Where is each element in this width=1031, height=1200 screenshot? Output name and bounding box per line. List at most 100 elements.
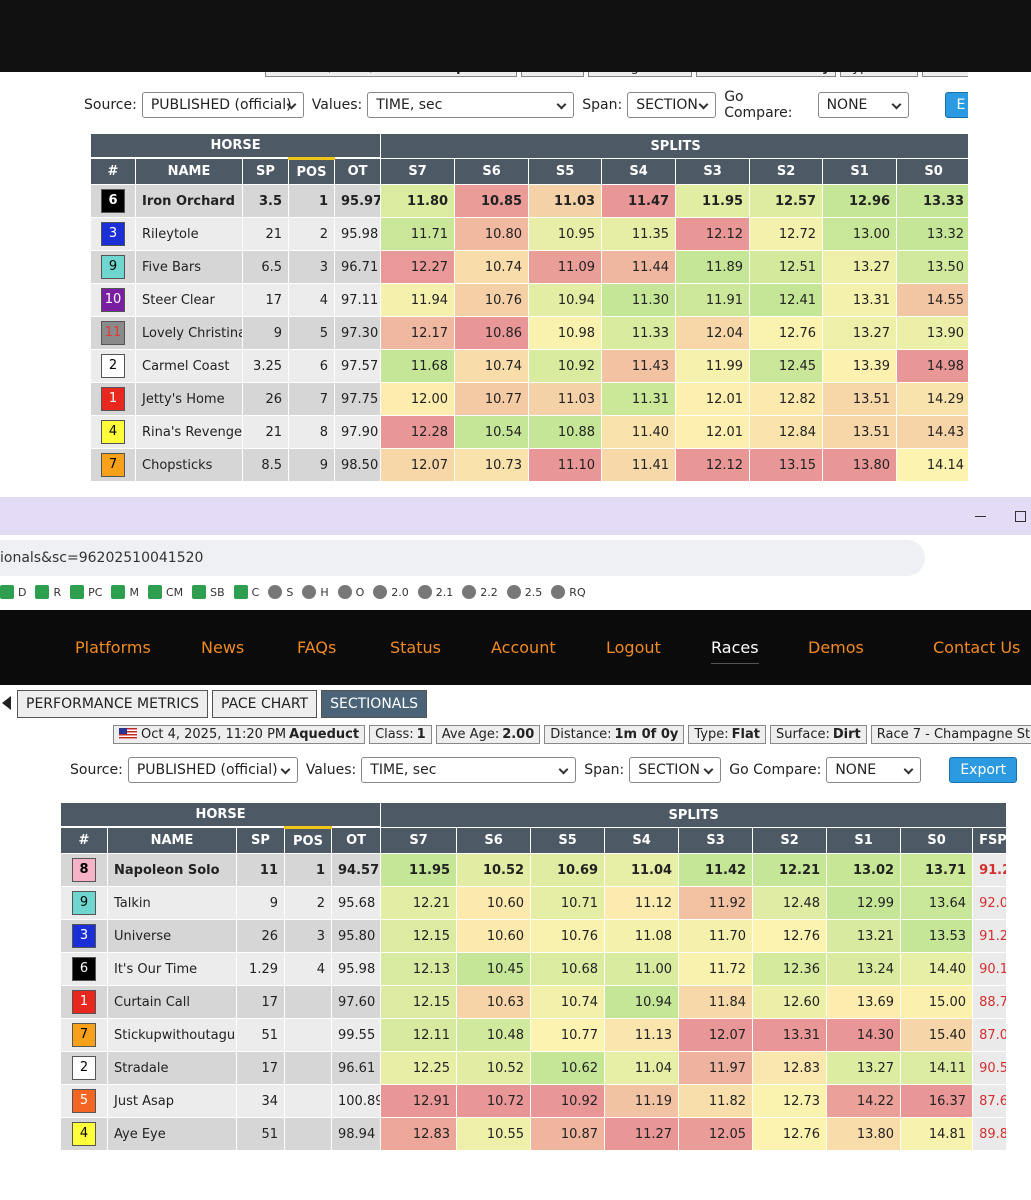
info-label: Type: xyxy=(694,727,729,742)
button-label: E xyxy=(956,97,966,113)
tab[interactable]: SECTIONALS xyxy=(321,690,428,718)
column-header-row: # NAME SP POS OT S7 S6 S5 S4 S3 S2 S1 S0 FSP xyxy=(60,826,1008,854)
bookmark[interactable]: O xyxy=(337,585,364,599)
nav-link[interactable]: Platforms xyxy=(75,638,151,657)
info-label: Ave Age: xyxy=(441,727,500,742)
split-cell: 13.50 xyxy=(896,250,968,284)
cloth-cell: 2 xyxy=(60,1051,108,1085)
bookmark[interactable]: CM xyxy=(147,585,183,599)
group-header: SPLITS xyxy=(380,133,968,159)
info-label: Oct 4, 2025, 11:20 PM xyxy=(141,727,287,742)
saddle-cloth: 3 xyxy=(72,924,96,948)
nav-link[interactable]: News xyxy=(201,638,245,657)
horse-row: 7 Chopsticks 8.5 9 98.50 12.07 10.73 11.10 11.41… xyxy=(90,448,968,482)
split-cell: 11.95 xyxy=(380,853,458,887)
split-cell: 12.01 xyxy=(675,415,751,449)
bookmark[interactable]: C xyxy=(233,585,260,599)
split-cell: 10.52 xyxy=(456,1051,532,1085)
split-cell: 12.00 xyxy=(380,382,456,416)
ot: 95.80 xyxy=(330,919,382,953)
nav-link[interactable]: Account xyxy=(491,638,556,657)
bookmark[interactable]: SB xyxy=(192,585,225,599)
select[interactable]: NONE xyxy=(817,92,910,118)
horse-name: Napoleon Solo xyxy=(107,853,237,887)
bookmark[interactable]: 2.5 xyxy=(506,585,542,599)
nav-link[interactable]: Demos xyxy=(808,638,864,657)
horse-row: 5 Just Asap 34 100.89 12.91 10.72 10.92 11.19 11… xyxy=(60,1084,1008,1118)
sp: 6.5 xyxy=(242,250,289,284)
minimize-icon[interactable] xyxy=(975,516,986,517)
bookmark[interactable]: 2.2 xyxy=(462,585,498,599)
tab[interactable]: PACE CHART xyxy=(212,690,318,718)
bookmark[interactable]: H xyxy=(302,585,329,599)
sp: 8.5 xyxy=(242,448,289,482)
ot: 97.90 xyxy=(333,415,382,449)
split-cell: 11.97 xyxy=(678,1051,754,1085)
cloth-cell: 3 xyxy=(90,217,136,251)
split-cell: 10.92 xyxy=(528,349,603,383)
address-bar[interactable]: ionals&sc=96202510041520 xyxy=(0,540,925,576)
bookmark[interactable]: S xyxy=(268,585,293,599)
horse-name: Rina's Revenge xyxy=(135,415,243,449)
select[interactable]: SECTION xyxy=(629,757,722,783)
split-cell: 11.70 xyxy=(678,919,754,953)
horse-name: Just Asap xyxy=(107,1084,237,1118)
bookmark[interactable]: M xyxy=(111,585,139,599)
nav-link[interactable]: Logout xyxy=(606,638,661,657)
select[interactable]: TIME, sec xyxy=(367,92,575,118)
cloth-cell: 9 xyxy=(60,886,108,920)
split-cell: 10.71 xyxy=(530,886,606,920)
sp: 51 xyxy=(236,1018,285,1052)
maximize-icon[interactable] xyxy=(1015,511,1026,522)
select[interactable]: TIME, sec xyxy=(361,757,577,783)
race-info-item: Ave Age:2.00 xyxy=(435,725,541,744)
race-info-item: Class:1 xyxy=(369,725,432,744)
select[interactable]: SECTION xyxy=(627,92,717,118)
bookmark[interactable]: R xyxy=(35,585,61,599)
bookmark[interactable]: PC xyxy=(70,585,102,599)
saddle-cloth: 2 xyxy=(72,1056,96,1080)
select[interactable]: PUBLISHED (official) xyxy=(127,757,298,783)
split-cell: 12.72 xyxy=(749,217,824,251)
select[interactable]: NONE xyxy=(826,757,922,783)
nav-link[interactable]: Races xyxy=(711,638,759,664)
saddle-cloth: 7 xyxy=(72,1023,96,1047)
bookmark-label: C xyxy=(251,585,260,599)
race-info-item: Type:Flat xyxy=(688,725,766,744)
saddle-cloth: 4 xyxy=(101,420,125,444)
split-cell: 13.27 xyxy=(826,1051,902,1085)
saddle-cloth: 11 xyxy=(101,321,125,345)
split-cell: 13.27 xyxy=(822,316,898,350)
split-cell: 14.81 xyxy=(900,1117,974,1151)
saddle-cloth: 1 xyxy=(101,387,125,411)
pos: 8 xyxy=(288,415,335,449)
control-label: Span: xyxy=(584,762,625,778)
info-label: Distance: xyxy=(550,727,612,742)
window-bar xyxy=(0,497,1031,535)
split-cell: 12.27 xyxy=(380,250,456,284)
split-cell: 13.64 xyxy=(900,886,974,920)
export-button[interactable]: Export xyxy=(949,757,1018,783)
tab[interactable]: PERFORMANCE METRICS xyxy=(17,690,209,718)
column-header-row: # NAME SP POS OT S7 S6 S5 S4 S3 S2 S1 S0 xyxy=(90,157,968,185)
bookmark[interactable]: D xyxy=(0,585,26,599)
split-cell: 10.76 xyxy=(530,919,606,953)
split-cell: 12.91 xyxy=(380,1084,458,1118)
select[interactable]: PUBLISHED (official) xyxy=(141,92,304,118)
bookmark[interactable]: RQ xyxy=(551,585,586,599)
split-cell: 11.30 xyxy=(601,283,677,317)
nav-link[interactable]: Contact Us xyxy=(933,638,1021,657)
bookmark[interactable]: 2.0 xyxy=(373,585,409,599)
group-header: SPLITS xyxy=(380,802,1008,828)
select-value: SECTION xyxy=(636,97,698,113)
ot: 97.75 xyxy=(333,382,382,416)
sp: 17 xyxy=(236,1051,285,1085)
column-header: OT xyxy=(333,158,382,185)
pos: 4 xyxy=(288,283,335,317)
nav-link[interactable]: Status xyxy=(390,638,441,657)
bookmark[interactable]: 2.1 xyxy=(417,585,453,599)
horse-row: 2 Carmel Coast 3.25 6 97.57 11.68 10.74 10.92 11… xyxy=(90,349,968,383)
ot: 95.98 xyxy=(330,952,382,986)
nav-link[interactable]: FAQs xyxy=(297,638,337,657)
export-button[interactable]: E xyxy=(945,92,968,118)
